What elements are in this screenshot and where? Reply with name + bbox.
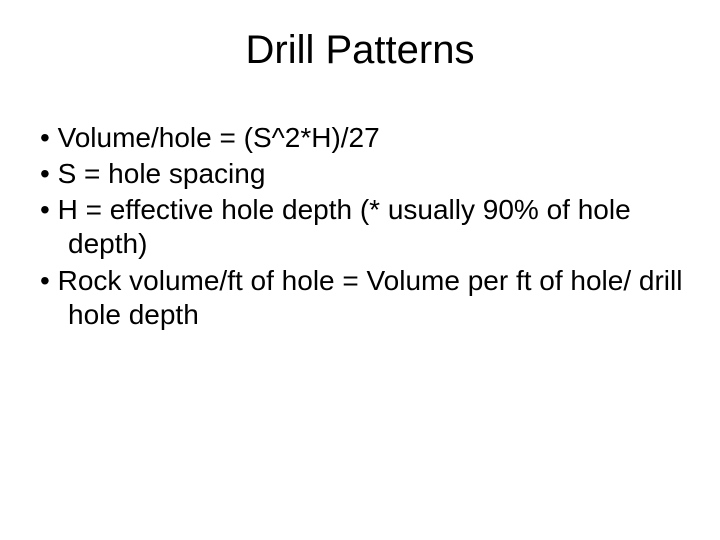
slide-title: Drill Patterns — [30, 28, 690, 73]
list-item: Volume/hole = (S^2*H)/27 — [40, 121, 690, 155]
list-item: H = effective hole depth (* usually 90% … — [40, 193, 690, 261]
bullet-list: Volume/hole = (S^2*H)/27 S = hole spacin… — [40, 121, 690, 332]
list-item: Rock volume/ft of hole = Volume per ft o… — [40, 264, 690, 332]
list-item: S = hole spacing — [40, 157, 690, 191]
slide: Drill Patterns Volume/hole = (S^2*H)/27 … — [0, 0, 720, 540]
